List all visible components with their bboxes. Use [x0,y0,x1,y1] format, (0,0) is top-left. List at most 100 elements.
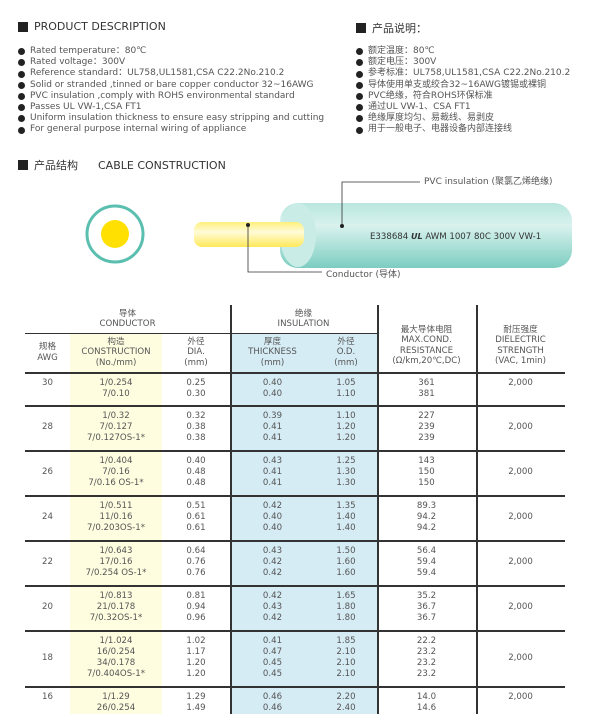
cell-value: 0.61 [186,512,206,522]
column-divider [230,305,232,714]
heading-text: 产品说明： [372,22,427,35]
cell-dia: 0.40 0.48 0.48 [162,450,230,495]
description-item: 用于一般电子、电器设备内部连接线 [356,124,570,135]
product-description-heading: PRODUCT DESCRIPTION [18,20,166,33]
cell-value: 1.40 [336,512,356,522]
header-line: THICKNESS [248,347,297,358]
cell-value: 26/0.254 [96,703,136,713]
cell-value: 21/0.178 [96,602,136,612]
cell-value: 1/0.254 [99,377,133,388]
cell-value: 34/0.178 [96,658,136,668]
cell-value: 361 [418,377,435,388]
cell-value: 11/0.16 [99,512,133,522]
cell-value: 1.30 [336,478,356,488]
cell-dia: 0.64 0.76 0.76 [162,540,230,585]
cell-value: 381 [418,388,435,399]
column-header: 厚度 THICKNESS (mm) [230,333,315,372]
cell-value: 24 [42,512,53,522]
cell-value: 7/0.32OS-1* [89,613,143,623]
cell-value: 1.17 [186,647,206,657]
cell-value: 150 [418,478,435,488]
cell-awg: 26 [25,450,70,495]
header-line: AWG [37,352,58,363]
cell-value: 7/0.404OS-1* [86,669,146,679]
header-line: CONDUCTOR [99,319,156,329]
cell-value: 0.41 [262,467,283,477]
cell-dielectric: 2,000 [476,450,565,495]
header-line: 规格 [38,342,57,352]
cell-value: 0.42 [262,613,283,623]
cell-value: 0.32 [186,411,206,421]
cell-value: 2.40 [336,703,356,713]
cell-value: 0.81 [186,591,206,601]
cell-value: 1/0.511 [99,501,133,511]
insulation-leader-line [341,181,420,226]
cross-section-conductor [101,220,129,248]
cell-value: 94.2 [416,512,437,522]
cell-value: 2.10 [336,658,356,668]
cell-value: 56.4 [416,546,437,556]
cell-value: 2.10 [336,647,356,657]
cell-value: 0.41 [262,636,283,646]
cell-value: 1/1.29 [102,692,130,702]
cell-value: 0.30 [186,388,206,399]
cell-od: 1.25 1.30 1.30 [315,450,377,495]
cell-resistance: 143 150 150 [377,450,476,495]
cell-value: 36.7 [416,613,437,623]
cell-value: 7/0.16 OS-1* [88,478,144,488]
cell-construction: 1/1.024 16/0.254 34/0.178 7/0.404OS-1* [70,630,162,686]
cable-print: E338684 UL AWM 1007 80C 300V VW-1 [370,232,541,242]
cell-value: 1.29 [186,692,206,702]
cell-value: 1.20 [336,422,356,432]
description-item: 额定电压：300V [356,57,570,68]
table-row: 26 1/0.404 7/0.16 7/0.16 OS-1* 0.40 0.48 0.48 0… [0,450,603,495]
cable-diagram [85,181,572,273]
header-line: MAX.COND. [401,335,452,345]
print-code: E338684 [370,232,409,242]
column-divider [476,305,478,714]
heading-cn: 产品结构 [34,159,78,172]
cell-value: 7/0.254 OS-1* [85,568,147,578]
cell-value: 1.10 [336,411,356,421]
cell-thickness: 0.39 0.41 0.41 [230,405,315,450]
insulation-dot [340,224,344,228]
table-row: 30 1/0.254 7/0.10 0.25 0.30 0.40 0.40 1.05 1.10 3… [0,372,603,405]
table-row: 28 1/0.32 7/0.127 7/0.127OS-1* 0.32 0.38 0.38 0… [0,405,603,450]
cell-value: 0.40 [186,456,206,466]
header-line: 最大导体电阻 [400,324,453,335]
cell-value: 150 [418,467,435,477]
cable-construction-heading: 产品结构 CABLE CONSTRUCTION [18,157,226,173]
heading-en: CABLE CONSTRUCTION [98,158,226,172]
header-line: (mm) [334,357,358,368]
table-row: 20 1/0.813 21/0.178 7/0.32OS-1* 0.81 0.94 0.96… [0,585,603,630]
cell-value: 1.20 [336,433,356,443]
cell-thickness: 0.43 0.42 0.42 [230,540,315,585]
cell-dielectric: 2,000 [476,686,565,716]
column-header: 规格 AWG [25,333,70,372]
cell-construction: 1/0.254 7/0.10 [70,372,162,405]
cell-value: 0.94 [186,602,206,612]
cell-dia: 0.81 0.94 0.96 [162,585,230,630]
cell-value: 20 [42,602,53,612]
cell-construction: 1/0.643 17/0.16 7/0.254 OS-1* [70,540,162,585]
row-divider [25,630,565,632]
cell-dielectric: 2,000 [476,540,565,585]
cell-od: 1.35 1.40 1.40 [315,495,377,540]
group-header-conductor: 导体 CONDUCTOR [25,305,230,333]
cell-value: 0.46 [262,703,283,713]
cell-awg: 18 [25,630,70,686]
cell-value: 16/0.254 [96,647,136,657]
cell-value: 7/0.16 [102,467,130,477]
cell-value: 1/1.024 [99,636,133,646]
cell-value: 7/0.10 [102,388,130,399]
cell-value: 1.30 [336,467,356,477]
cell-value: 2,000 [508,557,533,567]
header-line: 绝缘 [294,308,313,319]
description-item: PVC绝缘，符合ROHS环保标准 [356,91,570,102]
cell-value: 0.40 [262,388,283,399]
description-item: For general purpose internal wiring of a… [18,124,324,135]
cell-od: 2.20 2.40 [315,686,377,716]
cell-construction: 1/0.511 11/0.16 7/0.203OS-1* [70,495,162,540]
cell-value: 2,000 [508,467,533,477]
description-item: 通过UL VW-1、CSA FT1 [356,102,570,113]
